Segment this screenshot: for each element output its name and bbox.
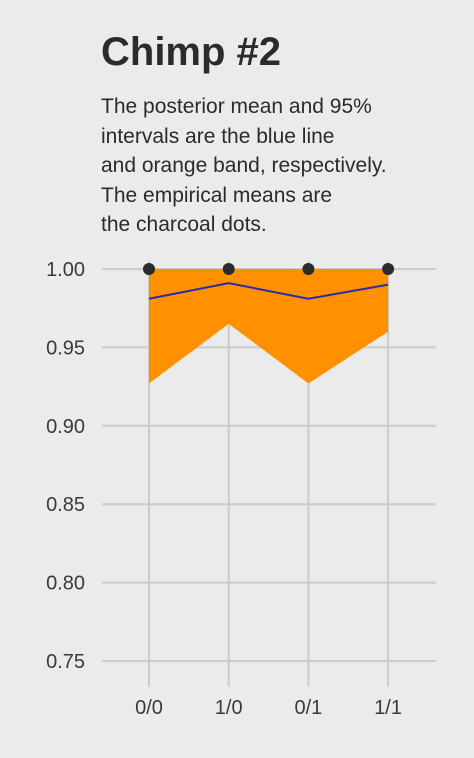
x-tick-label: 1/1 [374, 697, 402, 719]
y-tick-label: 0.85 [46, 494, 85, 516]
posterior-mean-line [148, 282, 389, 300]
y-tick-label: 0.90 [46, 416, 85, 438]
y-tick-label: 0.95 [46, 337, 85, 359]
empirical-mean-dot [143, 263, 155, 275]
tick-label-layer: 1.00 0.95 0.90 0.85 0.80 0.75 0/0 1/0 0/1 1/1 [46, 259, 402, 719]
chart-title: Chimp #2 [101, 30, 282, 74]
x-tick-label: 0/0 [135, 697, 163, 719]
subtitle-line: the charcoal dots. [101, 213, 267, 236]
y-tick-label: 1.00 [46, 259, 85, 281]
y-tick-label: 0.80 [46, 573, 85, 595]
x-tick-label: 0/1 [294, 697, 322, 719]
empirical-mean-dot [382, 263, 395, 275]
subtitle-line: and orange band, respectively. [101, 154, 387, 177]
empirical-mean-dot [222, 263, 235, 275]
chart-subtitle: The posterior mean and 95% intervals are… [101, 92, 471, 240]
mean-line-layer [148, 282, 389, 300]
empirical-mean-dot [302, 263, 315, 275]
x-tick-label: 1/0 [215, 697, 243, 719]
subtitle-line: intervals are the blue line [101, 124, 335, 148]
interval-band-layer [149, 269, 389, 384]
empirical-dots-layer [143, 263, 395, 275]
subtitle-line: The empirical means are [101, 183, 333, 207]
subtitle-line: The posterior mean and 95% [101, 95, 372, 118]
y-tick-label: 0.75 [46, 651, 85, 673]
interval-band [149, 269, 389, 384]
